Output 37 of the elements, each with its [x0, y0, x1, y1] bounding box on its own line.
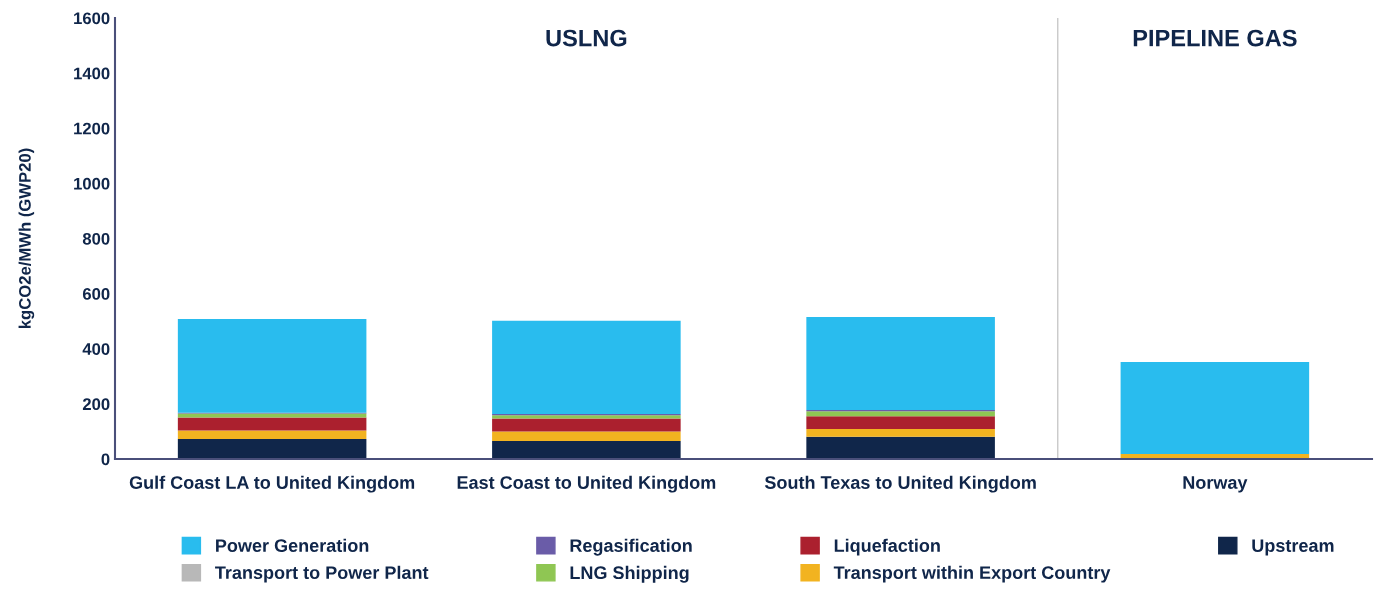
y-tick-label: 1400 — [74, 67, 110, 80]
legend-label: LNG Shipping — [570, 565, 689, 583]
annotation: PIPELINE GAS — [1133, 29, 1297, 47]
bar — [492, 320, 681, 415]
x-tick-label: South Texas to United Kingdom — [764, 475, 1036, 493]
legend-label: Power Generation — [216, 538, 369, 552]
y-tick-label: 400 — [82, 343, 110, 355]
legend-label: Liquefaction — [834, 538, 940, 556]
bar — [492, 441, 681, 459]
y-tick-label: 1600 — [74, 12, 110, 25]
bar — [492, 418, 681, 432]
bar — [806, 436, 995, 459]
y-tick-label: 1000 — [74, 177, 110, 190]
bar — [492, 431, 681, 442]
x-tick-label: Gulf Coast LA to United Kingdom — [129, 475, 415, 493]
y-tick-label: 600 — [82, 288, 110, 300]
annotation: USLNG — [546, 29, 627, 47]
y-tick-label: 800 — [82, 232, 110, 245]
y-tick-label: 1200 — [74, 122, 110, 135]
legend-label: Regasification — [570, 538, 692, 556]
bar — [1120, 361, 1310, 455]
bar — [806, 428, 995, 437]
bar — [177, 438, 367, 459]
bar — [177, 318, 367, 413]
bar — [806, 411, 995, 417]
y-tick-label: 0 — [101, 453, 110, 466]
bar — [177, 430, 367, 439]
x-tick-label: Norway — [1183, 476, 1248, 493]
legend-label: Transport within Export Country — [833, 565, 1111, 583]
y-tick-label: 200 — [82, 398, 110, 411]
bar — [177, 417, 367, 431]
legend-label: Transport to Power Plant — [215, 565, 429, 583]
y-axis-title: kgCO2e/MWh (GWP20) — [18, 148, 35, 329]
bar — [806, 317, 995, 410]
x-tick-label: East Coast to United Kingdom — [457, 475, 716, 493]
legend-label: Upstream — [1252, 539, 1334, 556]
bar — [806, 416, 995, 429]
